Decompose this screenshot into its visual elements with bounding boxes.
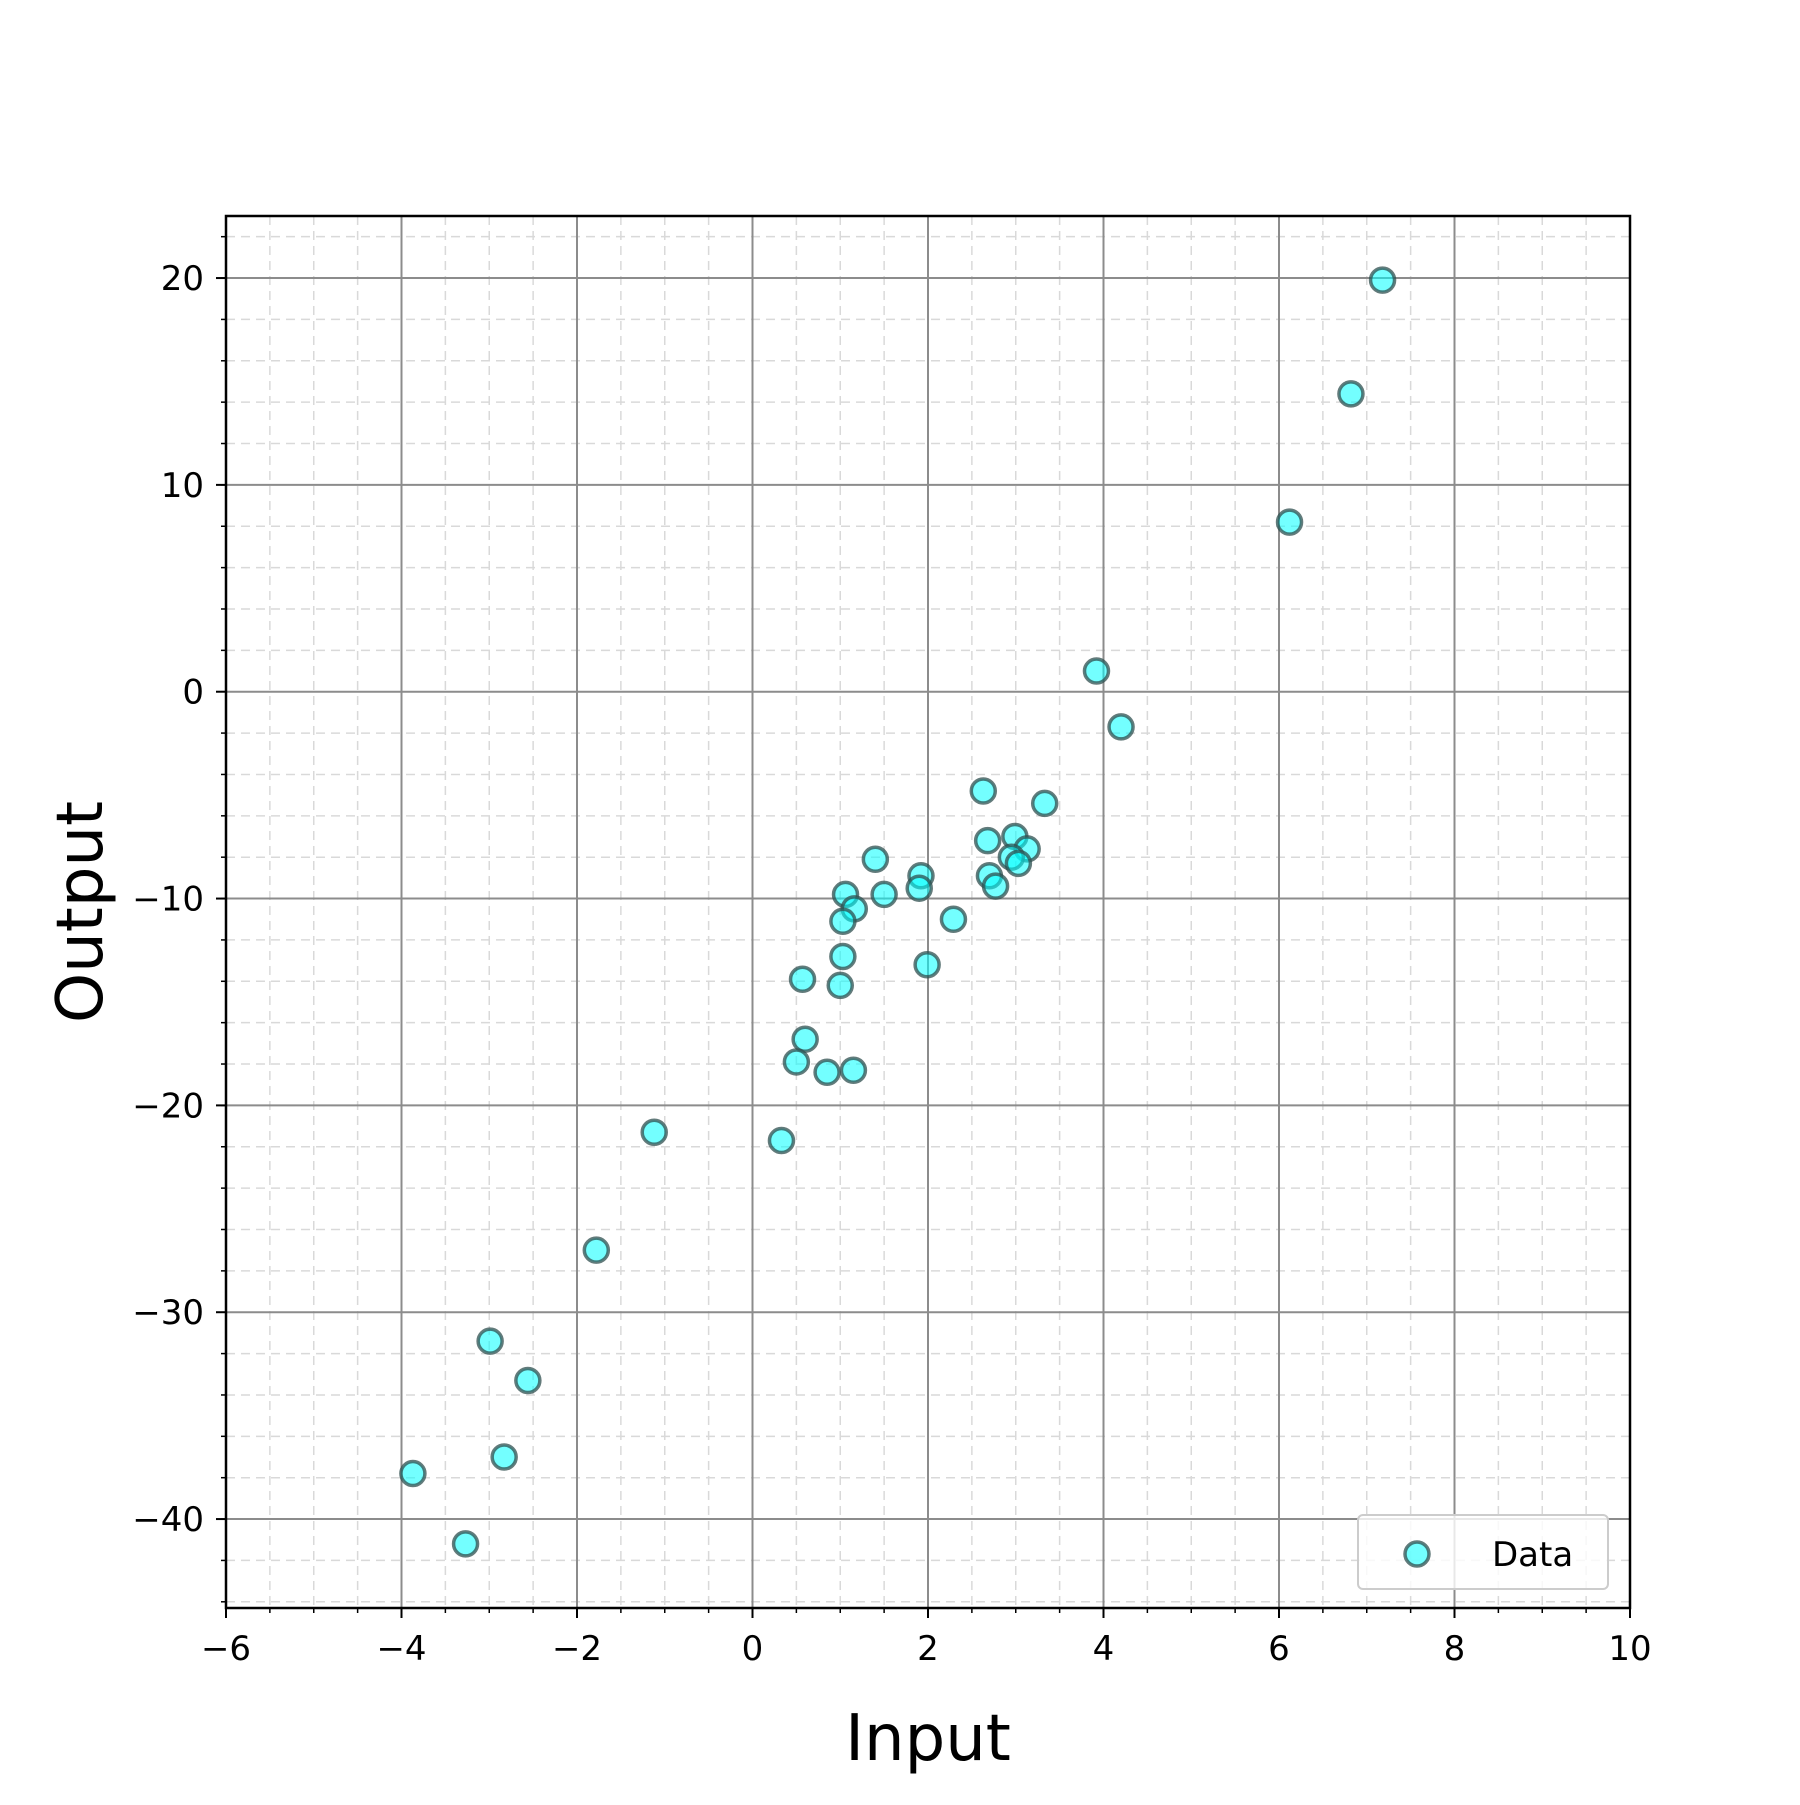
data-point [791, 1025, 819, 1053]
data-point [973, 826, 1002, 855]
major-grid [225, 216, 1631, 1608]
data-point [1368, 266, 1397, 294]
y-axis-ticks: −40 −30 −20 −10 0 10 20 [132, 235, 226, 1603]
x-tick-label: 8 [1444, 1629, 1466, 1669]
data-point [1337, 380, 1365, 408]
y-tick-label: 10 [161, 466, 204, 506]
y-tick-label: −30 [132, 1293, 204, 1333]
x-tick-label: −6 [201, 1629, 251, 1669]
x-tick-label: 0 [742, 1629, 764, 1669]
data-point [476, 1327, 504, 1355]
data-point [870, 880, 898, 909]
x-tick-label: −2 [552, 1629, 602, 1669]
data-point [514, 1366, 542, 1395]
x-tick-label: 4 [1093, 1629, 1115, 1669]
data-point [767, 1126, 796, 1155]
data-point [788, 965, 817, 993]
y-tick-label: −10 [132, 880, 204, 920]
x-tick-label: 10 [1608, 1629, 1651, 1669]
y-tick-label: 0 [182, 673, 204, 713]
y-tick-label: 20 [161, 259, 204, 299]
legend-label: Data [1492, 1535, 1573, 1575]
x-tick-label: 2 [917, 1629, 939, 1669]
x-axis-title: Input [845, 1702, 1011, 1776]
data-point [913, 950, 941, 979]
x-axis-ticks: −6 −4 −2 0 2 4 6 8 10 [201, 1608, 1652, 1669]
legend-marker [1403, 1540, 1431, 1568]
data-point [1107, 713, 1135, 741]
x-tick-label: 6 [1268, 1629, 1290, 1669]
data-point [861, 845, 890, 874]
data-point [582, 1236, 611, 1264]
data-point [839, 1056, 868, 1084]
data-point [829, 942, 857, 971]
legend: Data [1357, 1514, 1609, 1590]
data-point [1082, 657, 1111, 685]
data-point [1004, 849, 1033, 878]
data-point [939, 905, 968, 933]
data-point [829, 907, 857, 936]
data-point [640, 1118, 668, 1147]
data-point [981, 872, 1010, 900]
data-point [399, 1459, 427, 1488]
data-points [399, 266, 1397, 1558]
x-tick-label: −4 [376, 1629, 426, 1669]
data-point [1275, 508, 1304, 536]
data-point [451, 1530, 480, 1558]
legend-box [1357, 1514, 1609, 1590]
data-point [905, 874, 933, 902]
data-point [826, 971, 854, 1000]
data-point [969, 777, 998, 805]
data-point [782, 1048, 811, 1076]
data-point [813, 1058, 841, 1087]
data-point [1030, 789, 1059, 818]
y-axis-title: Output [44, 801, 118, 1023]
data-point [490, 1443, 518, 1471]
y-tick-label: −40 [132, 1500, 204, 1540]
y-tick-label: −20 [132, 1086, 204, 1126]
